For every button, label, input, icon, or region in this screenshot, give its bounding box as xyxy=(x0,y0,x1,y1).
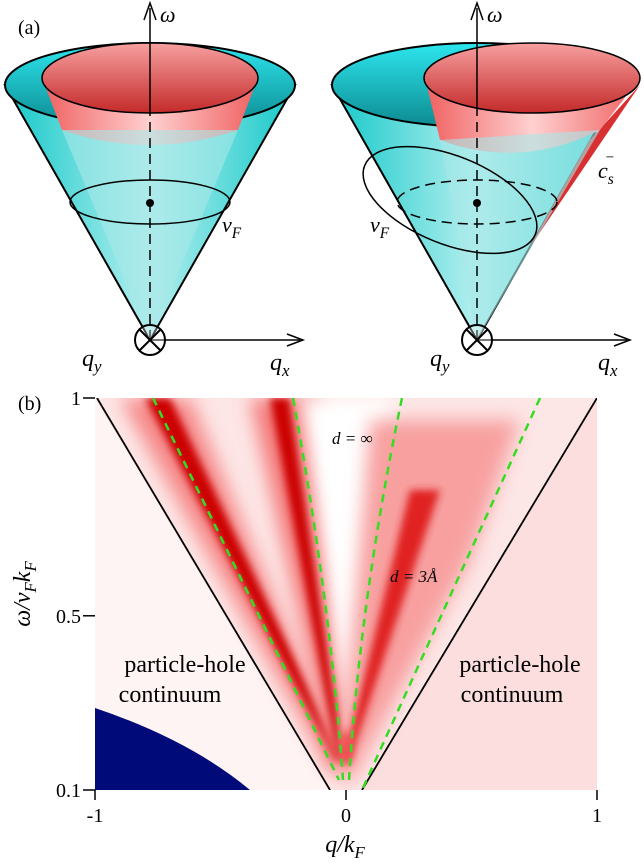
figure: (a) ω qy qx vF xyxy=(0,0,644,863)
continuum-label: continuum xyxy=(119,682,222,708)
text-part: F xyxy=(21,581,40,593)
annotation: d = ∞ xyxy=(332,429,373,448)
y-axis-label: ω/vFkF xyxy=(10,561,40,627)
text-part: y xyxy=(92,357,102,376)
origin-dot xyxy=(146,199,154,207)
heatmap xyxy=(95,398,597,790)
qy-label: qy xyxy=(82,346,102,376)
x-axis-label: q/kF xyxy=(325,832,365,862)
text-part: x xyxy=(281,361,290,380)
qx-label: qx xyxy=(270,350,290,380)
text-part: F xyxy=(354,843,366,862)
continuum-label: particle-hole xyxy=(124,652,245,678)
x-tick-label: 1 xyxy=(592,805,602,827)
x-tick-label: -1 xyxy=(87,805,104,827)
x-tick-label: 0 xyxy=(341,805,351,827)
text-part: q xyxy=(430,346,442,372)
vf-label: vF xyxy=(222,212,242,242)
text-part: q xyxy=(82,346,94,372)
left-cone: ω qy qx vF xyxy=(5,2,303,380)
omega-label: ω xyxy=(160,2,176,27)
text-part: v xyxy=(370,212,380,237)
text-part: q xyxy=(598,350,610,376)
qy-label: qy xyxy=(430,346,450,376)
text-part: ω/v xyxy=(10,592,36,627)
text-part: F xyxy=(379,225,390,242)
continuum-label: particle-hole xyxy=(459,652,580,678)
qx-label: qx xyxy=(598,350,618,380)
text-part: k xyxy=(10,571,36,582)
text-part: s xyxy=(608,171,614,188)
text-part: − xyxy=(605,149,615,166)
panel-label: (a) xyxy=(18,17,40,39)
text-part: F xyxy=(231,225,242,242)
text-part: q xyxy=(270,350,282,376)
fermi-top xyxy=(424,43,640,113)
origin-dot xyxy=(473,199,481,207)
y-tick-label: 0.1 xyxy=(56,780,81,802)
panel-label: (b) xyxy=(18,393,41,415)
text-part: y xyxy=(440,357,450,376)
vf-label: vF xyxy=(370,212,390,242)
y-tick-label: 1 xyxy=(71,388,81,410)
text-part: F xyxy=(21,561,40,573)
cs-label: cs− xyxy=(598,149,615,188)
continuum-label: continuum xyxy=(461,682,564,708)
text-part: x xyxy=(609,361,618,380)
panel-b: (b) d = ∞ d = 3Å particle-hole xyxy=(10,388,602,862)
panel-a: (a) ω qy qx vF xyxy=(5,2,640,380)
omega-label: ω xyxy=(487,2,503,27)
text-part: q/k xyxy=(325,832,355,858)
y-tick-label: 0.5 xyxy=(56,606,81,628)
annotation: d = 3Å xyxy=(390,567,438,586)
right-cone: ω qy qx vF cs− xyxy=(332,2,640,380)
text-part: v xyxy=(222,212,232,237)
